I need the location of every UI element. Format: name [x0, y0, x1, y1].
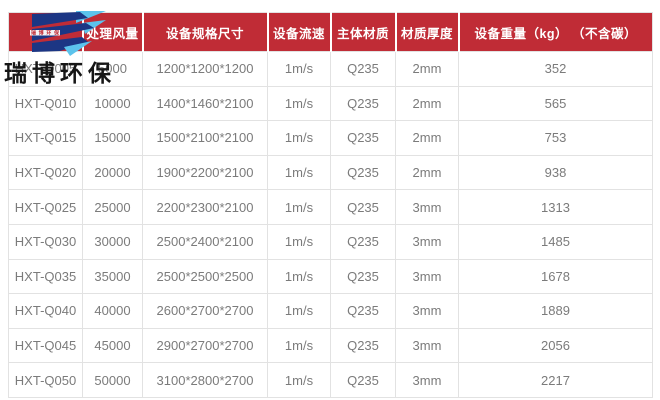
- cell-airflow: 30000: [82, 223, 143, 260]
- column-header-weight: 设备重量（kg） （不含碳）: [457, 12, 653, 52]
- cell-velocity: 1m/s: [267, 293, 331, 329]
- header-row: 处理风量 设备规格尺寸 设备流速 主体材质 材质厚度 设备重量（kg） （不含碳…: [8, 12, 653, 52]
- cell-thickness: 2mm: [395, 85, 459, 122]
- cell-velocity: 1m/s: [267, 85, 331, 122]
- cell-airflow: 35000: [82, 258, 143, 295]
- cell-dimensions: 1500*2100*2100: [142, 120, 268, 156]
- cell-model: HXT-Q010: [8, 85, 83, 122]
- cell-thickness: 2mm: [395, 51, 459, 87]
- cell-velocity: 1m/s: [267, 258, 331, 295]
- cell-weight: 1485: [458, 223, 653, 260]
- cell-dimensions: 1400*1460*2100: [142, 85, 268, 122]
- cell-dimensions: 2500*2400*2100: [142, 223, 268, 260]
- cell-thickness: 3mm: [395, 362, 459, 398]
- cell-thickness: 2mm: [395, 154, 459, 191]
- table-row: HXT-Q045 45000 2900*2700*2700 1m/s Q235 …: [8, 327, 653, 364]
- cell-model: HXT-Q045: [8, 327, 83, 364]
- spec-table: 处理风量 设备规格尺寸 设备流速 主体材质 材质厚度 设备重量（kg） （不含碳…: [8, 12, 653, 398]
- cell-weight: 1313: [458, 189, 653, 225]
- cell-material: Q235: [330, 293, 396, 329]
- cell-model: HXT-Q015: [8, 120, 83, 156]
- column-header-model-logo-cell: [8, 12, 83, 52]
- table-row: HXT-Q015 15000 1500*2100*2100 1m/s Q235 …: [8, 120, 653, 156]
- cell-weight: 2056: [458, 327, 653, 364]
- table-row: HXT-Q040 40000 2600*2700*2700 1m/s Q235 …: [8, 293, 653, 329]
- cell-dimensions: 2900*2700*2700: [142, 327, 268, 364]
- cell-weight: 1889: [458, 293, 653, 329]
- cell-weight: 938: [458, 154, 653, 191]
- cell-weight: 753: [458, 120, 653, 156]
- column-header-thickness: 材质厚度: [394, 12, 459, 52]
- cell-material: Q235: [330, 120, 396, 156]
- column-header-velocity: 设备流速: [266, 12, 331, 52]
- cell-airflow: 20000: [82, 154, 143, 191]
- cell-velocity: 1m/s: [267, 327, 331, 364]
- column-header-dimensions: 设备规格尺寸: [141, 12, 268, 52]
- cell-airflow: 50000: [82, 362, 143, 398]
- spec-table-header: 处理风量 设备规格尺寸 设备流速 主体材质 材质厚度 设备重量（kg） （不含碳…: [8, 12, 653, 52]
- cell-airflow: 45000: [82, 327, 143, 364]
- cell-dimensions: 1900*2200*2100: [142, 154, 268, 191]
- cell-velocity: 1m/s: [267, 223, 331, 260]
- table-row: HXT-Q010 10000 1400*1460*2100 1m/s Q235 …: [8, 85, 653, 122]
- cell-airflow: 10000: [82, 85, 143, 122]
- cell-airflow: 15000: [82, 120, 143, 156]
- cell-airflow: 25000: [82, 189, 143, 225]
- column-header-material: 主体材质: [329, 12, 396, 52]
- cell-weight: 352: [458, 51, 653, 87]
- cell-model: HXT-Q025: [8, 189, 83, 225]
- cell-velocity: 1m/s: [267, 51, 331, 87]
- cell-material: Q235: [330, 51, 396, 87]
- cell-velocity: 1m/s: [267, 189, 331, 225]
- cell-model: HXT-Q005: [8, 51, 83, 87]
- cell-dimensions: 2500*2500*2500: [142, 258, 268, 295]
- cell-model: HXT-Q035: [8, 258, 83, 295]
- cell-model: HXT-Q050: [8, 362, 83, 398]
- cell-thickness: 3mm: [395, 258, 459, 295]
- cell-thickness: 3mm: [395, 327, 459, 364]
- column-header-airflow: 处理风量: [81, 12, 143, 52]
- cell-material: Q235: [330, 85, 396, 122]
- table-row: HXT-Q025 25000 2200*2300*2100 1m/s Q235 …: [8, 189, 653, 225]
- cell-model: HXT-Q040: [8, 293, 83, 329]
- cell-velocity: 1m/s: [267, 154, 331, 191]
- cell-material: Q235: [330, 189, 396, 225]
- cell-dimensions: 2600*2700*2700: [142, 293, 268, 329]
- cell-velocity: 1m/s: [267, 362, 331, 398]
- spec-table-body: HXT-Q005 5000 1200*1200*1200 1m/s Q235 2…: [8, 51, 653, 398]
- table-row: HXT-Q005 5000 1200*1200*1200 1m/s Q235 2…: [8, 51, 653, 87]
- cell-weight: 1678: [458, 258, 653, 295]
- cell-airflow: 40000: [82, 293, 143, 329]
- cell-model: HXT-Q020: [8, 154, 83, 191]
- cell-material: Q235: [330, 154, 396, 191]
- cell-thickness: 3mm: [395, 189, 459, 225]
- table-row: HXT-Q035 35000 2500*2500*2500 1m/s Q235 …: [8, 258, 653, 295]
- cell-model: HXT-Q030: [8, 223, 83, 260]
- cell-weight: 2217: [458, 362, 653, 398]
- cell-material: Q235: [330, 362, 396, 398]
- cell-airflow: 5000: [82, 51, 143, 87]
- table-row: HXT-Q020 20000 1900*2200*2100 1m/s Q235 …: [8, 154, 653, 191]
- cell-material: Q235: [330, 258, 396, 295]
- cell-velocity: 1m/s: [267, 120, 331, 156]
- cell-dimensions: 1200*1200*1200: [142, 51, 268, 87]
- cell-thickness: 2mm: [395, 120, 459, 156]
- cell-dimensions: 3100*2800*2700: [142, 362, 268, 398]
- table-row: HXT-Q030 30000 2500*2400*2100 1m/s Q235 …: [8, 223, 653, 260]
- cell-material: Q235: [330, 223, 396, 260]
- cell-material: Q235: [330, 327, 396, 364]
- table-row: HXT-Q050 50000 3100*2800*2700 1m/s Q235 …: [8, 362, 653, 398]
- cell-thickness: 3mm: [395, 223, 459, 260]
- cell-weight: 565: [458, 85, 653, 122]
- cell-thickness: 3mm: [395, 293, 459, 329]
- cell-dimensions: 2200*2300*2100: [142, 189, 268, 225]
